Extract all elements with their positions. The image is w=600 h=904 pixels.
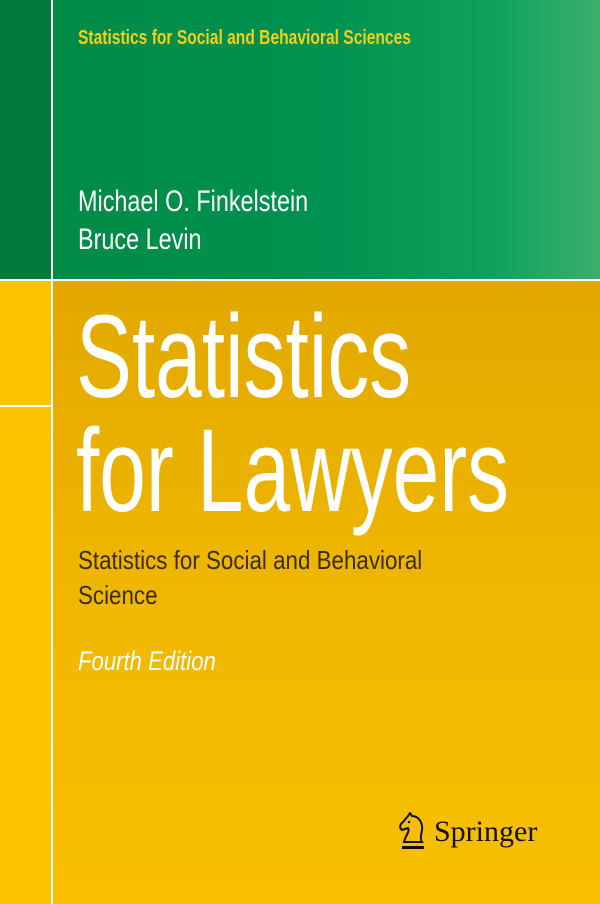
series-name: Statistics for Social and Behavioral Sci… <box>78 27 411 49</box>
cover-left-strip-top <box>0 0 51 279</box>
publisher-name: Springer <box>434 815 538 848</box>
title-line-1: Statistics <box>76 291 412 423</box>
vertical-divider <box>51 0 53 904</box>
subtitle-line-1: Statistics for Social and Behavioral <box>78 545 423 575</box>
chess-knight-icon <box>399 812 424 849</box>
edition: Fourth Edition <box>78 646 216 676</box>
cover-left-strip-bottom <box>0 281 51 904</box>
author-1: Michael O. Finkelstein <box>78 185 309 218</box>
springer-logo: Springer <box>398 812 537 852</box>
author-2: Bruce Levin <box>78 223 202 256</box>
cover-bottom-band <box>0 281 600 904</box>
title-line-2: for Lawyers <box>76 405 510 537</box>
horizontal-divider <box>0 279 600 281</box>
cover-top-band <box>0 0 600 279</box>
strip-divider <box>0 405 51 407</box>
subtitle-line-2: Science <box>78 580 158 610</box>
